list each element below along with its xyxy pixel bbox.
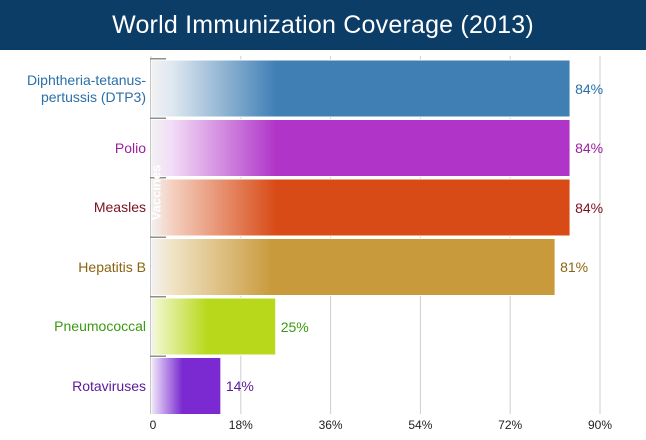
x-tick-label: 0 <box>149 418 157 432</box>
bar-5 <box>150 357 222 415</box>
bar-2 <box>150 178 571 237</box>
category-label: Polio <box>0 120 146 177</box>
value-label: 84% <box>575 140 604 156</box>
category-label-text: Hepatitis B <box>78 258 146 275</box>
x-tick-label: 72% <box>498 418 523 432</box>
category-label-text: Diphtheria-tetanus-pertussis (DTP3) <box>26 71 146 105</box>
category-label: Pneumococcal <box>0 298 146 355</box>
x-tick-label: 18% <box>228 418 253 432</box>
category-label: Rotaviruses <box>0 358 146 415</box>
value-label: 25% <box>280 318 309 335</box>
x-tick-label: 90% <box>587 418 613 432</box>
value-label: 81% <box>560 259 589 275</box>
bar-1 <box>150 119 571 177</box>
bar-4 <box>150 297 277 356</box>
value-label: 84% <box>575 199 604 216</box>
category-label-text: Rotaviruses <box>72 377 146 394</box>
category-label: Diphtheria-tetanus-pertussis (DTP3) <box>0 60 146 117</box>
category-label-text: Pneumococcal <box>54 318 146 334</box>
x-tick-label: 54% <box>408 418 433 432</box>
x-tick-label: 36% <box>318 418 343 432</box>
category-label-text: Polio <box>114 139 146 156</box>
value-label: 84% <box>575 80 604 97</box>
category-label-text: Measles <box>93 199 146 215</box>
bar-0 <box>150 59 571 118</box>
chart-title: World Immunization Coverage (2013) <box>112 10 534 39</box>
chart-title-bar: World Immunization Coverage (2013) <box>0 0 646 50</box>
value-label: 14% <box>225 378 254 394</box>
y-axis-title: Vaccines <box>148 164 164 221</box>
category-label: Measles <box>0 179 146 236</box>
category-label: Hepatitis B <box>0 239 146 296</box>
bar-3 <box>150 238 556 296</box>
